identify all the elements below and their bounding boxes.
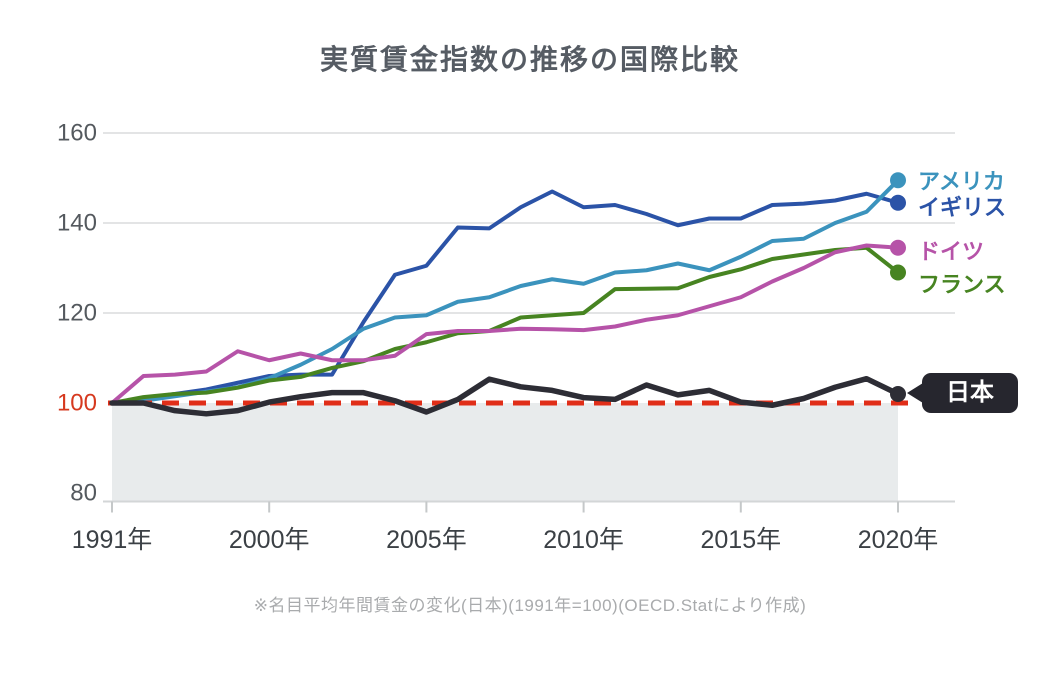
y-tick-label: 100 bbox=[57, 390, 97, 417]
line-日本 bbox=[109, 375, 901, 417]
end-dot-日本 bbox=[890, 386, 906, 402]
y-tick-label: 120 bbox=[57, 300, 97, 327]
line-フランス bbox=[110, 245, 900, 405]
line-イギリス bbox=[110, 189, 900, 405]
y-tick-label: 80 bbox=[70, 480, 97, 507]
chart-title: 実質賃金指数の推移の国際比較 bbox=[319, 44, 740, 75]
legend-label-germany: ドイツ bbox=[918, 238, 985, 264]
below-baseline-area bbox=[112, 403, 898, 501]
legend-label-france: フランス bbox=[918, 271, 1006, 297]
y-tick-label: 140 bbox=[57, 210, 97, 237]
legend-label-america: アメリカ bbox=[918, 169, 1005, 195]
legend-label-uk: イギリス bbox=[918, 194, 1007, 220]
badge-text: 日本 bbox=[946, 379, 994, 406]
end-dot-イギリス bbox=[890, 194, 906, 211]
x-tick-label: 2000年 bbox=[229, 526, 310, 554]
line-ドイツ bbox=[110, 243, 900, 405]
legend-label-japan-badge: 日本 bbox=[907, 373, 1018, 414]
x-tick-label: 1991年 bbox=[72, 526, 153, 554]
end-dot-ドイツ bbox=[890, 239, 906, 256]
x-tick-label: 2010年 bbox=[543, 526, 624, 554]
x-tick-label: 2015年 bbox=[700, 526, 781, 554]
badge-tail-icon bbox=[907, 383, 923, 404]
x-tick-label: 2005年 bbox=[386, 526, 467, 554]
end-dot-アメリカ bbox=[890, 172, 906, 189]
footnote: ※名目平均年間賃金の変化(日本)(1991年=100)(OECD.Statにより… bbox=[253, 596, 807, 615]
end-dot-フランス bbox=[890, 264, 906, 281]
y-tick-label: 160 bbox=[57, 120, 97, 147]
x-tick-label: 2020年 bbox=[858, 526, 939, 554]
line-アメリカ bbox=[110, 178, 900, 405]
